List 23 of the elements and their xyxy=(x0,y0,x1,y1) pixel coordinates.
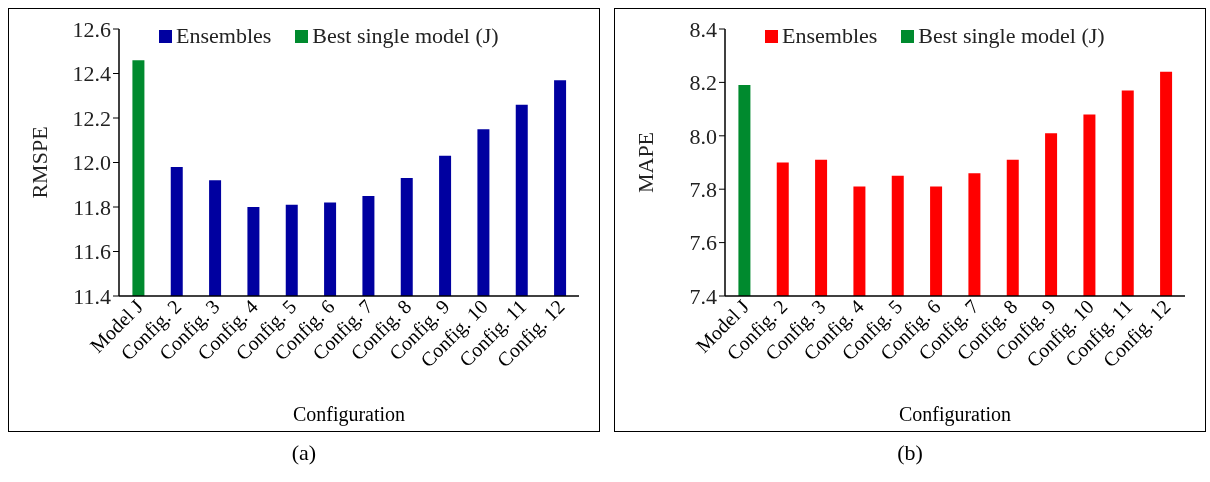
y-tick-label: 7.4 xyxy=(689,283,717,309)
legend-label: Ensembles xyxy=(176,23,272,49)
legend-label: Best single model (J) xyxy=(918,23,1105,49)
y-tick-label: 11.8 xyxy=(73,194,111,220)
y-tick-label: 8.0 xyxy=(689,123,717,149)
legend-label: Ensembles xyxy=(782,23,878,49)
text: (a) xyxy=(290,440,318,466)
y-tick-label: 12.4 xyxy=(72,61,111,87)
y-tick-label: 8.4 xyxy=(689,16,717,42)
y-tick-label: 7.8 xyxy=(689,177,717,203)
y-tick-label: 11.6 xyxy=(73,239,111,265)
y-tick-label: 12.0 xyxy=(72,150,111,176)
y-tick-label: 12.2 xyxy=(72,105,111,131)
y-tick-label: 8.2 xyxy=(689,70,717,96)
legend-label: Best single model (J) xyxy=(312,23,499,49)
text: (b) xyxy=(896,440,924,466)
y-axis-title: MAPE xyxy=(632,131,658,194)
y-tick-label: 11.4 xyxy=(73,283,111,309)
y-tick-label: 12.6 xyxy=(72,16,111,42)
y-axis-title: RMSPE xyxy=(26,126,52,199)
x-axis-title: Configuration xyxy=(898,403,1012,426)
y-tick-label: 7.6 xyxy=(689,230,717,256)
x-axis-title: Configuration xyxy=(292,403,406,426)
